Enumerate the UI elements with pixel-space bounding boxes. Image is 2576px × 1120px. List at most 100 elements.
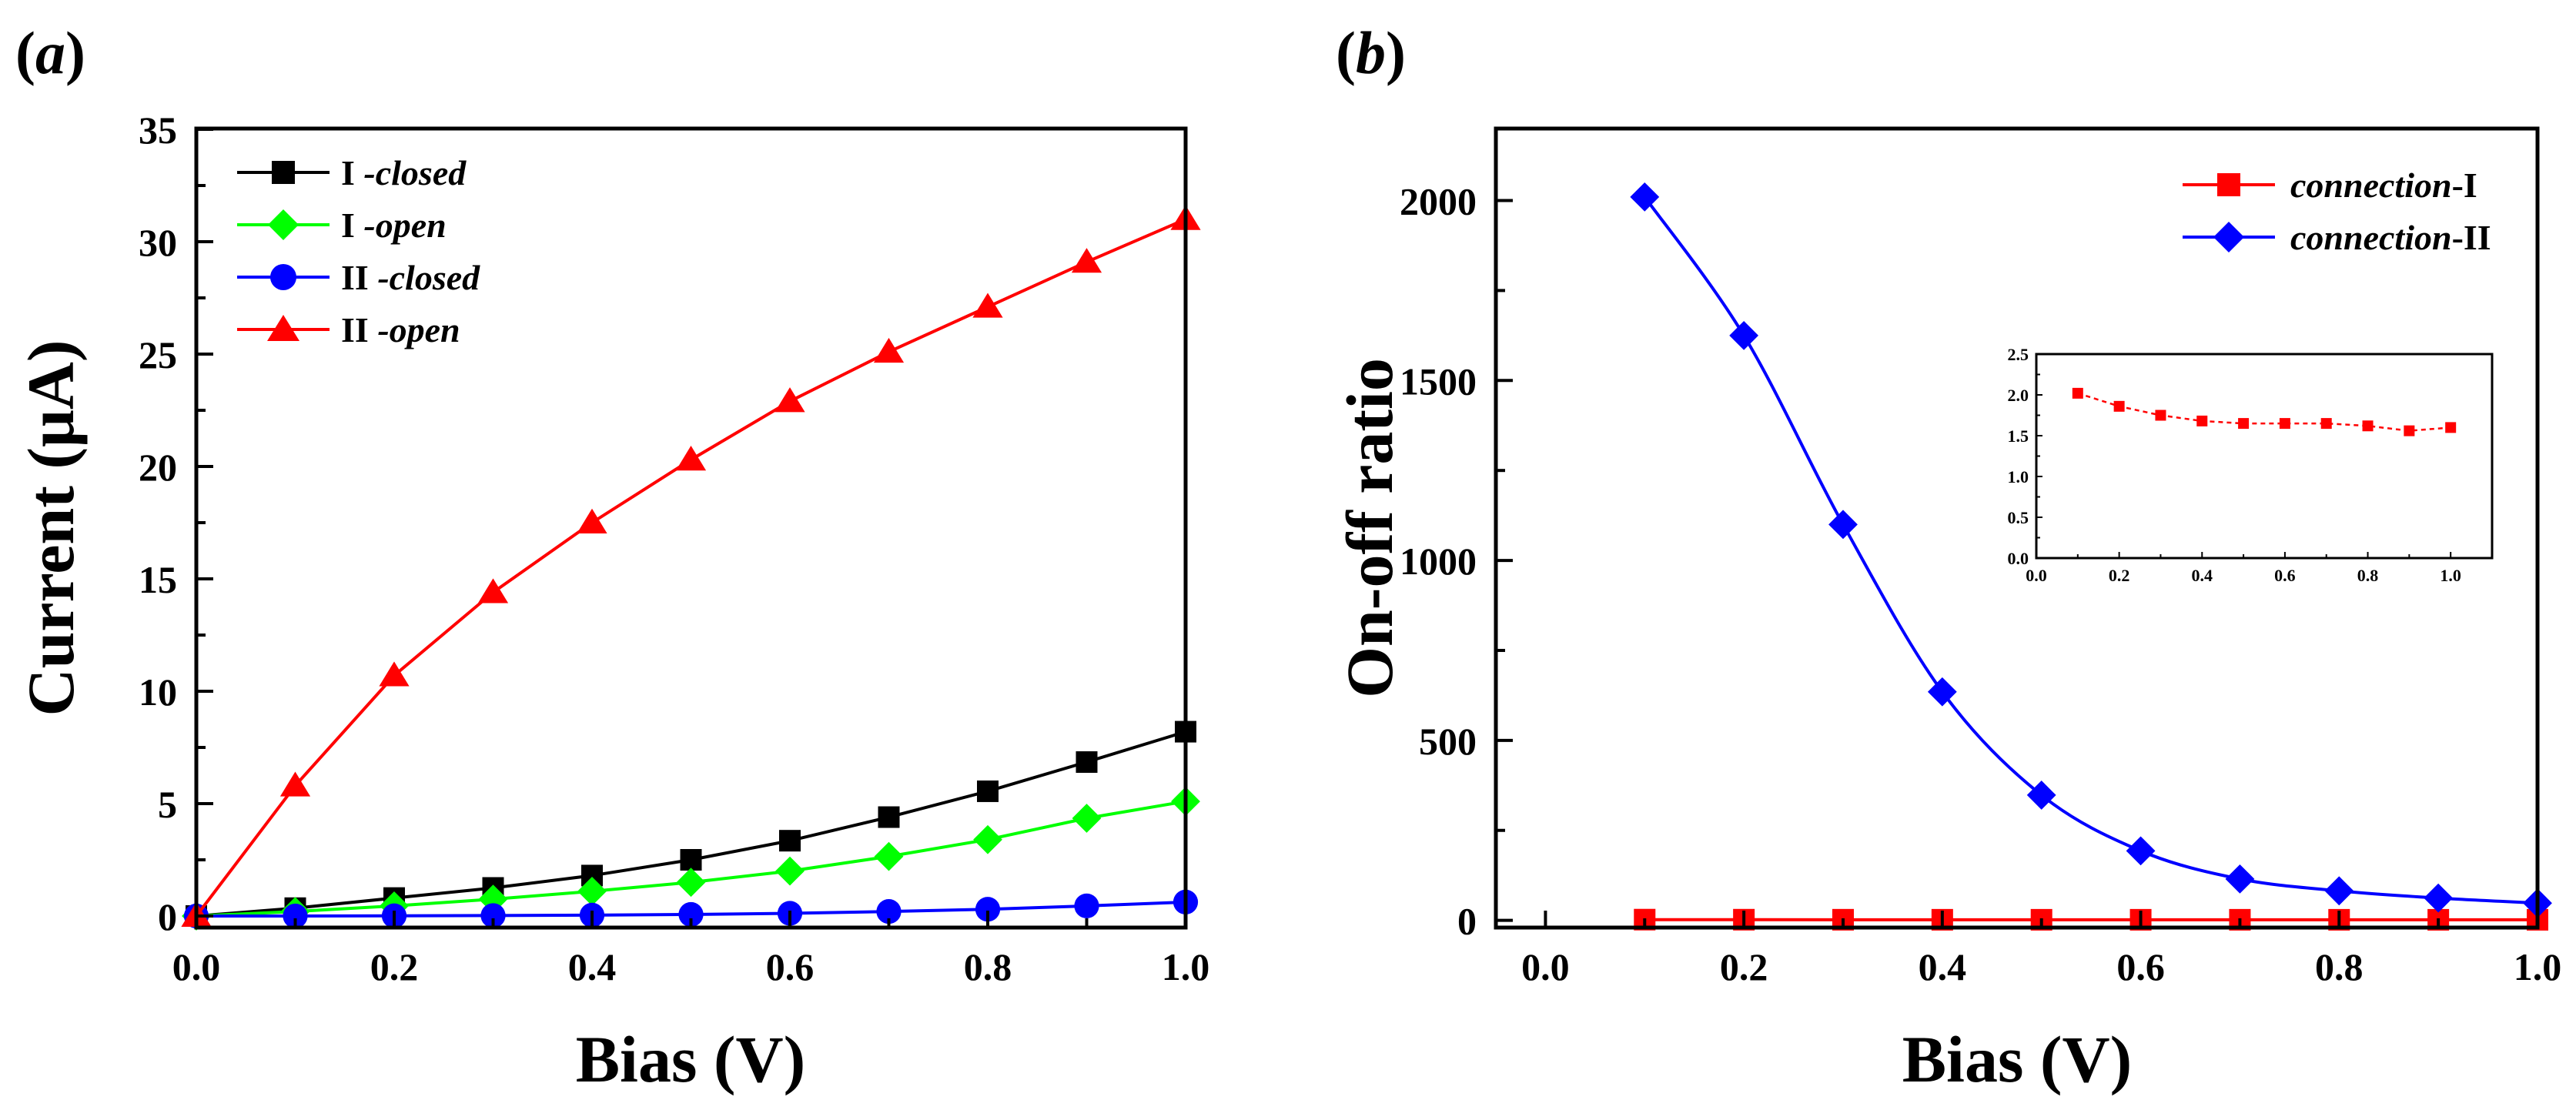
- x-tick-label: 0.6: [2274, 566, 2296, 585]
- panel-b-plot-frame: [1494, 126, 2540, 930]
- x-tick-label: 0.6: [766, 945, 815, 988]
- legend-item-ii-closed: II -closed: [237, 258, 480, 297]
- y-tick-label: 2.0: [2008, 386, 2029, 405]
- panel-a-label: (a): [15, 19, 85, 86]
- svg-text:II -closed: II -closed: [341, 258, 480, 297]
- data-point-square: [2238, 418, 2250, 430]
- y-tick-label: 1500: [1400, 359, 1477, 403]
- legend-marker-diamond: [268, 209, 299, 240]
- panel-b-x-axis-title: Bias (V): [1902, 1022, 2133, 1096]
- data-point-square: [2113, 400, 2125, 412]
- panel-b-label: (b): [1336, 19, 1406, 86]
- legend-item-i-open: I -open: [237, 206, 447, 245]
- data-point-diamond: [1927, 677, 1957, 707]
- y-tick-label: 2.5: [2008, 345, 2029, 364]
- data-point-square: [2072, 387, 2083, 399]
- panel-a-plot-frame: [194, 126, 1188, 930]
- x-tick-label: 0.8: [964, 945, 1012, 988]
- data-point-circle: [975, 897, 1001, 922]
- x-tick-label: 0.2: [370, 945, 419, 988]
- svg-text:connection-II: connection-II: [2290, 218, 2491, 257]
- legend-marker-square: [2217, 173, 2240, 196]
- data-point-diamond: [2225, 864, 2255, 894]
- panel-b-y-axis-title: On-off ratio: [1333, 358, 1407, 698]
- x-tick-label: 0.8: [2315, 945, 2364, 988]
- y-tick-label: 1.5: [2008, 426, 2029, 446]
- data-point-square: [2404, 425, 2415, 436]
- panel-a-chart: 0.0 0.2 0.4 0.6 0.8 1.0 0 5 10 15 20 25 30 35 Bias (V…: [14, 109, 1209, 1096]
- series-line: [2077, 392, 2451, 432]
- data-point-triangle: [279, 771, 311, 797]
- data-point-square: [2155, 410, 2166, 421]
- y-tick-label: 2000: [1400, 180, 1477, 223]
- legend-item-i-closed: I -closed: [237, 153, 467, 192]
- data-point-diamond: [577, 876, 607, 906]
- data-point-diamond: [478, 884, 508, 914]
- y-tick-label: 0.0: [2008, 549, 2029, 568]
- data-point-triangle: [972, 293, 1003, 318]
- series-connection-i: [2072, 387, 2457, 436]
- y-tick-label: 0: [158, 895, 177, 938]
- y-tick-label: 15: [139, 558, 177, 601]
- data-point-triangle: [379, 661, 410, 687]
- data-point-square: [2362, 420, 2374, 432]
- legend-item-ii-open: II -open: [237, 310, 460, 349]
- legend-marker-square: [272, 161, 295, 184]
- data-point-diamond: [1630, 182, 1660, 212]
- data-point-circle: [678, 901, 704, 928]
- data-point-square: [2196, 415, 2208, 426]
- y-tick-label: 25: [139, 333, 177, 376]
- x-tick-label: 0.2: [2109, 566, 2130, 585]
- data-point-diamond: [775, 856, 805, 886]
- x-tick-label: 0.0: [172, 945, 221, 988]
- data-point-triangle: [675, 446, 707, 471]
- data-point-square: [2445, 422, 2457, 433]
- data-point-circle: [480, 903, 506, 928]
- y-tick-label: 500: [1419, 720, 1477, 763]
- x-tick-label: 0.4: [2192, 566, 2213, 585]
- data-point-square: [878, 806, 900, 828]
- data-point-triangle: [774, 387, 805, 413]
- legend-marker-triangle: [267, 315, 299, 341]
- data-point-diamond: [676, 868, 706, 898]
- panel-b-chart: 0.0 0.2 0.4 0.6 0.8 1.0 0 500 1000 1500 2000 Bias …: [1333, 126, 2561, 1096]
- y-tick-label: 10: [139, 670, 177, 714]
- x-tick-label: 0.0: [2026, 566, 2047, 585]
- panel-a-y-axis-title: Current (μA): [14, 340, 88, 717]
- panel-a-x-axis-title: Bias (V): [576, 1022, 806, 1096]
- y-tick-label: 35: [139, 109, 177, 152]
- svg-text:II -open: II -open: [341, 310, 460, 349]
- data-point-square: [779, 830, 801, 852]
- data-point-triangle: [1071, 248, 1102, 273]
- data-point-diamond: [2026, 781, 2056, 810]
- data-point-square: [2279, 418, 2290, 430]
- data-point-square: [1076, 751, 1098, 773]
- data-point-diamond: [1828, 510, 1858, 540]
- y-tick-label: 20: [139, 446, 177, 489]
- y-tick-label: 1.0: [2008, 467, 2029, 486]
- data-point-diamond: [973, 824, 1002, 854]
- data-point-square: [680, 849, 702, 871]
- data-point-triangle: [577, 508, 607, 533]
- y-tick-label: 0: [1457, 900, 1477, 943]
- x-tick-label: 0.2: [1720, 945, 1768, 988]
- data-point-diamond: [2324, 876, 2354, 906]
- y-tick-label: 30: [139, 221, 177, 264]
- y-tick-label: 1000: [1400, 540, 1477, 583]
- legend-item-connection-ii: connection-II: [2183, 218, 2491, 257]
- svg-text:I -open: I -open: [341, 206, 447, 245]
- data-point-triangle: [873, 337, 905, 363]
- data-point-diamond: [874, 841, 904, 871]
- panel-a-legend: I -closed I -open II -closed II -open: [237, 153, 480, 349]
- svg-text:connection-I: connection-I: [2290, 165, 2477, 205]
- y-tick-label: 5: [158, 783, 177, 826]
- data-point-diamond: [1729, 320, 1759, 350]
- x-tick-label: 0.0: [1521, 945, 1570, 988]
- x-tick-label: 0.8: [2357, 566, 2379, 585]
- series-ii--closed: [183, 889, 1199, 929]
- data-point-diamond: [1072, 804, 1102, 833]
- x-tick-label: 1.0: [2440, 566, 2461, 585]
- data-point-square: [977, 780, 999, 802]
- data-point-circle: [1074, 893, 1099, 918]
